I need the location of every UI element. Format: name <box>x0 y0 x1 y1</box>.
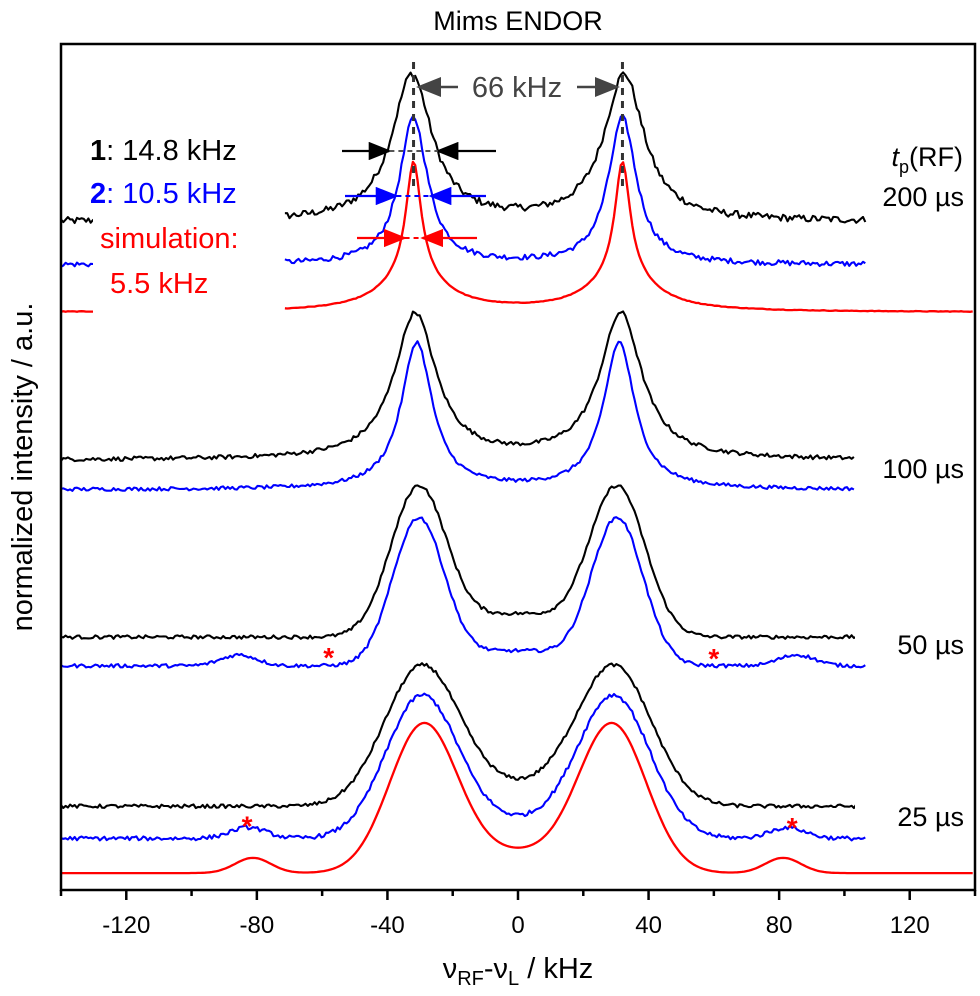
artifact-asterisk: * <box>242 810 253 841</box>
legend-entry: 1: 14.8 kHz <box>90 135 237 167</box>
x-axis-label: νRF-νL / kHz <box>443 953 594 990</box>
x-tick-label: -120 <box>102 912 150 939</box>
pulse-length-label: 50 µs <box>897 630 964 660</box>
splitting-label: 66 kHz <box>472 72 562 104</box>
trace-25us-1 <box>60 662 866 810</box>
trace-50us-2 <box>60 516 866 669</box>
artifact-asterisk: * <box>787 812 798 843</box>
x-tick-label: 40 <box>635 912 662 939</box>
tp-rf-header: tp(RF) <box>891 142 963 177</box>
x-label-dash: - <box>484 953 494 985</box>
legend-entry: simulation: <box>100 223 239 255</box>
trace-50us-1 <box>60 484 866 640</box>
trace-25us-2 <box>60 692 866 842</box>
label-bg <box>855 176 967 216</box>
pulse-length-label: 200 µs <box>882 182 964 212</box>
trace-25us-simulation <box>61 721 973 875</box>
pulse-length-label: 100 µs <box>882 454 964 484</box>
artifact-asterisk: * <box>708 643 719 674</box>
x-label-nu-l: ν <box>494 953 509 985</box>
annotations: 200 µs 100 µs 50 µs 25 µs tp(RF) 1: 14.8 kHz 2… <box>90 62 967 843</box>
x-tick-label: 120 <box>890 912 930 939</box>
x-label-nu-rf: ν <box>443 953 458 985</box>
x-label-unit: / kHz <box>519 953 593 985</box>
label-bg <box>855 624 967 664</box>
chart-title: Mims ENDOR <box>433 6 603 36</box>
x-tick-label: 0 <box>511 912 524 939</box>
x-tick-label: 80 <box>766 912 793 939</box>
pulse-length-label: 25 µs <box>897 802 964 832</box>
x-tick-label: -40 <box>370 912 405 939</box>
trace-100us-1 <box>60 310 855 463</box>
label-bg <box>855 448 967 488</box>
x-label-sub-rf: RF <box>457 968 484 990</box>
x-tick-label: -80 <box>240 912 275 939</box>
label-bg <box>855 796 967 836</box>
legend-bg <box>93 120 279 320</box>
legend-entry: 5.5 kHz <box>110 268 208 300</box>
x-label-sub-l: L <box>508 968 519 990</box>
y-axis-label: normalized intensity / a.u. <box>7 303 39 632</box>
trace-100us-2 <box>60 340 855 492</box>
x-axis: -120 -80 -40 0 40 80 120 <box>59 890 977 939</box>
artifact-asterisk: * <box>323 642 334 673</box>
legend-entry: 2: 10.5 kHz <box>90 178 237 210</box>
